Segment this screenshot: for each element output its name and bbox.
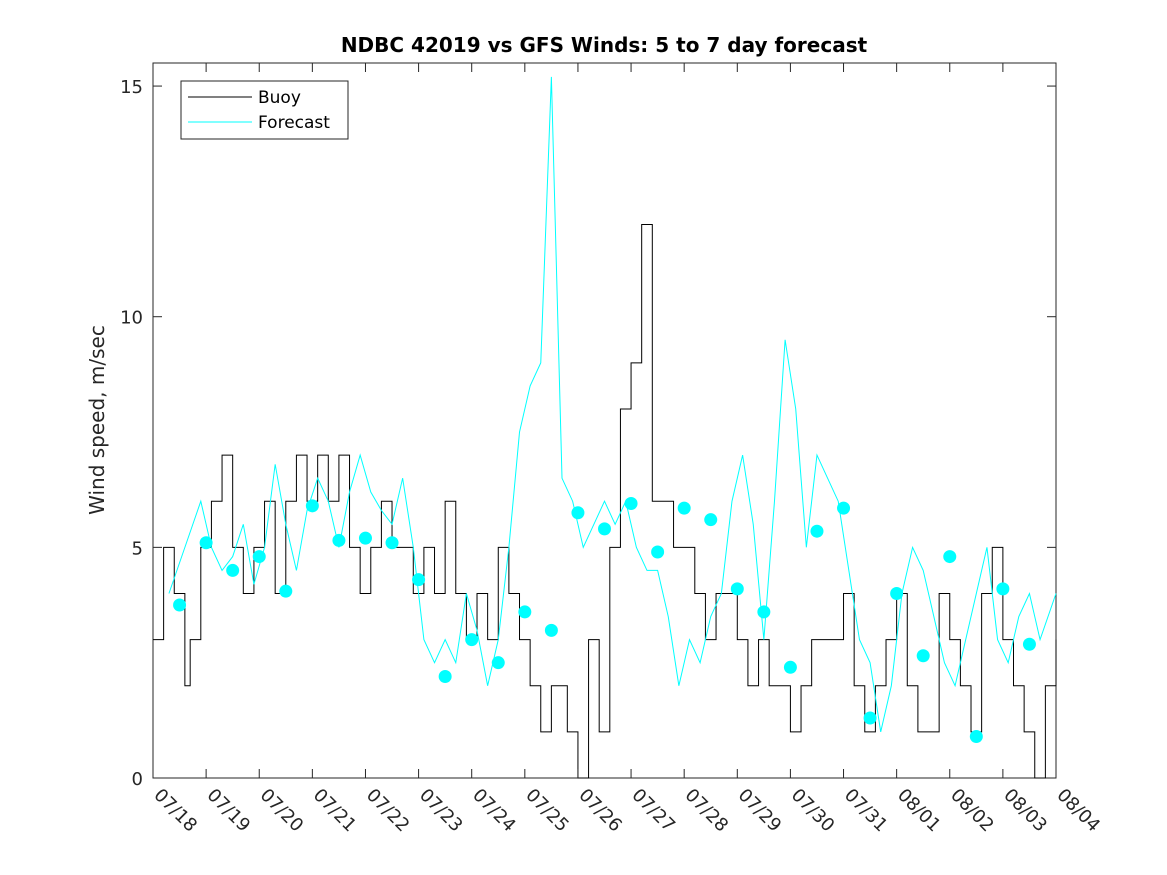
forecast-point — [252, 550, 266, 564]
buoy-series-line — [153, 223, 1057, 779]
series-layer — [153, 76, 1057, 779]
forecast-point — [624, 497, 638, 511]
x-tick-label: 07/18 — [149, 785, 201, 837]
y-axis-label: Wind speed, m/sec — [85, 325, 109, 515]
forecast-point — [969, 729, 983, 743]
x-tick-label: 07/19 — [203, 785, 255, 837]
forecast-point — [996, 582, 1010, 596]
x-tick-label: 07/28 — [681, 785, 733, 837]
x-tick-label: 07/27 — [628, 785, 680, 837]
forecast-point — [730, 582, 744, 596]
x-tick-label: 08/02 — [946, 785, 998, 837]
x-tick-label: 08/03 — [999, 785, 1051, 837]
x-tick-label: 08/04 — [1052, 785, 1104, 837]
forecast-point — [837, 501, 851, 515]
forecast-point — [810, 524, 824, 538]
forecast-point — [491, 656, 505, 670]
legend-box — [180, 80, 349, 140]
x-tick-label: 07/24 — [468, 785, 520, 837]
plot-area — [152, 62, 1057, 779]
chart-title: NDBC 42019 vs GFS Winds: 5 to 7 day fore… — [341, 33, 868, 57]
x-tick-label: 07/25 — [521, 785, 573, 837]
forecast-point — [890, 586, 904, 600]
forecast-point — [305, 499, 319, 513]
forecast-point — [385, 536, 399, 550]
x-tick-label: 07/29 — [734, 785, 786, 837]
forecast-point — [677, 501, 691, 515]
forecast-point — [173, 598, 187, 612]
forecast-point — [412, 573, 426, 587]
x-tick-label: 07/22 — [362, 785, 414, 837]
forecast-point — [279, 584, 293, 598]
forecast-point — [1022, 637, 1036, 651]
forecast-point — [863, 711, 877, 725]
forecast-point — [651, 545, 665, 559]
x-tick-label: 07/20 — [256, 785, 308, 837]
legend-buoy-label: Buoy — [258, 88, 301, 108]
forecast-point — [332, 533, 346, 547]
forecast-point — [226, 563, 240, 577]
x-tick-label: 08/01 — [893, 785, 945, 837]
x-tick-label: 07/31 — [840, 785, 892, 837]
y-tick-label: 0 — [132, 769, 143, 790]
forecast-point — [943, 550, 957, 564]
forecast-series-line — [168, 76, 1057, 732]
forecast-point — [438, 670, 452, 684]
forecast-point — [783, 660, 797, 674]
forecast-point — [704, 513, 718, 527]
forecast-point — [544, 623, 558, 637]
legend: Buoy Forecast — [180, 80, 349, 140]
x-tick-label: 07/21 — [309, 785, 361, 837]
forecast-point — [358, 531, 372, 545]
x-tick-label: 07/23 — [415, 785, 467, 837]
forecast-point — [199, 536, 213, 550]
y-tick-label: 5 — [132, 538, 143, 559]
x-tick-label: 07/26 — [574, 785, 626, 837]
forecast-point — [916, 649, 930, 663]
x-tick-label: 07/30 — [787, 785, 839, 837]
y-tick-label: 15 — [120, 77, 143, 98]
forecast-point — [598, 522, 611, 536]
y-tick-label: 10 — [120, 308, 143, 329]
forecast-point — [465, 633, 479, 647]
forecast-point — [757, 605, 771, 619]
forecast-point — [571, 506, 585, 520]
forecast-point — [518, 605, 532, 619]
legend-forecast-label: Forecast — [258, 113, 330, 133]
